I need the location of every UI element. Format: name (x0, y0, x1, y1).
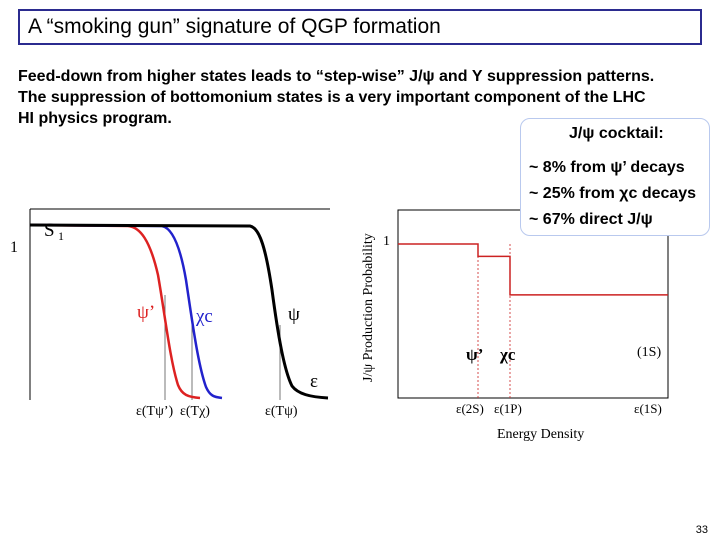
slide-number: 33 (695, 524, 708, 536)
right-tick-label-1s: ε(1S) (634, 401, 662, 416)
intro-text: Feed-down from higher states leads to “s… (18, 66, 708, 129)
cocktail-row-psi-prime: ~ 8% from ψ’ decays (529, 159, 685, 176)
right-plot: J/ψ Production Probability 1 ψ’ χc (1S) … (361, 209, 669, 442)
left-tick-label-psi: ε(Tψ) (265, 404, 298, 419)
label-psi-prime: ψ’ (137, 302, 155, 323)
slide-title: A “smoking gun” signature of QGP formati… (18, 9, 702, 45)
label-psi: ψ (288, 304, 300, 325)
intro-line-3: HI physics program. (18, 110, 172, 127)
right-plot-frame (397, 209, 669, 399)
left-tick-label-chi: ε(Tχ) (180, 404, 210, 419)
right-label-psi-prime: ψ’ (466, 345, 483, 364)
left-plot-y-label-subscript: 1 (58, 229, 64, 243)
right-label-1s: (1S) (637, 345, 661, 360)
left-plot: S 1 1 ψ’ χc ψ ε ε(Tψ’) ε(Tχ) ε(Tψ) (10, 208, 330, 419)
step-curve (398, 243, 668, 296)
cocktail-row-direct: ~ 67% direct J/ψ (529, 211, 653, 228)
right-label-chi-c: χc (499, 345, 516, 364)
right-plot-y-label: J/ψ Production Probability (361, 233, 376, 382)
curve-chi-c (29, 223, 223, 400)
left-plot-y-tick-1: 1 (10, 239, 18, 256)
left-plot-x-symbol: ε (310, 371, 318, 392)
right-tick-label-2s: ε(2S) (456, 401, 484, 416)
left-tick-label-psi-prime: ε(Tψ’) (136, 404, 174, 419)
intro-line-1: Feed-down from higher states leads to “s… (18, 68, 655, 85)
right-tick-label-1p: ε(1P) (494, 401, 522, 416)
intro-line-2: The suppression of bottomonium states is… (18, 89, 646, 106)
right-plot-y-tick-1: 1 (383, 234, 390, 249)
right-plot-x-label: Energy Density (497, 427, 584, 442)
curve-psi (29, 223, 329, 400)
label-chi-c: χc (195, 306, 213, 327)
cocktail-box: J/ψ cocktail: ~ 8% from ψ’ decays ~ 25% … (520, 118, 710, 236)
cocktail-heading: J/ψ cocktail: (569, 125, 664, 142)
left-plot-y-label: S (44, 220, 55, 241)
curve-psi-prime (29, 223, 201, 400)
cocktail-row-chi-c: ~ 25% from χc decays (529, 185, 697, 202)
